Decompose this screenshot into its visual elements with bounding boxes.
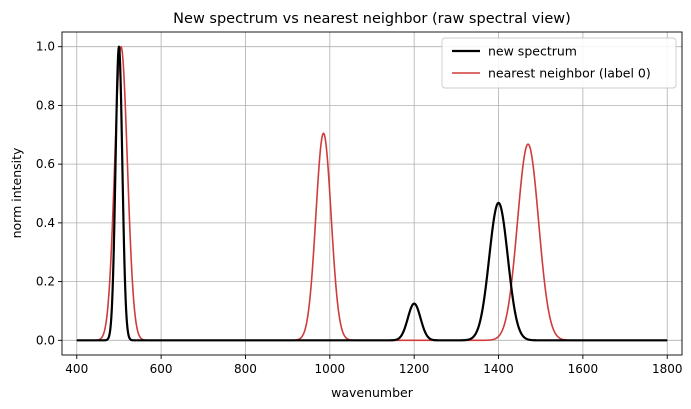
legend-label-new-spectrum: new spectrum — [488, 44, 577, 59]
legend: new spectrum nearest neighbor (label 0) — [441, 37, 677, 89]
legend-box — [441, 37, 677, 89]
x-tick-label: 400 — [65, 362, 88, 376]
y-tick-label: 0.0 — [36, 333, 55, 347]
x-axis-label: wavenumber — [331, 385, 414, 400]
y-tick-label: 0.2 — [36, 275, 55, 289]
x-tick-label: 800 — [234, 362, 257, 376]
y-tick-label: 0.6 — [36, 157, 55, 171]
x-tick-label: 1600 — [568, 362, 599, 376]
series-line-new-spectrum — [76, 45, 668, 342]
x-tick-label: 1200 — [399, 362, 430, 376]
axis-ticks: 400 600 800 1000 1200 1400 1600 1800 0.0 0.2 0.4 0.… — [36, 40, 683, 376]
y-axis-label: norm intensity — [9, 147, 24, 238]
legend-label-nearest-neighbor: nearest neighbor (label 0) — [488, 66, 651, 81]
x-tick-label: 1400 — [483, 362, 514, 376]
x-tick-label: 1000 — [315, 362, 346, 376]
plot-frame — [61, 31, 683, 356]
x-tick-label: 600 — [150, 362, 173, 376]
x-tick-label: 1800 — [652, 362, 683, 376]
series-group — [76, 45, 668, 342]
chart-title: New spectrum vs nearest neighbor (raw sp… — [173, 11, 571, 27]
y-tick-label: 0.8 — [36, 98, 55, 112]
y-tick-label: 0.4 — [36, 216, 55, 230]
y-tick-label: 1.0 — [36, 40, 55, 54]
